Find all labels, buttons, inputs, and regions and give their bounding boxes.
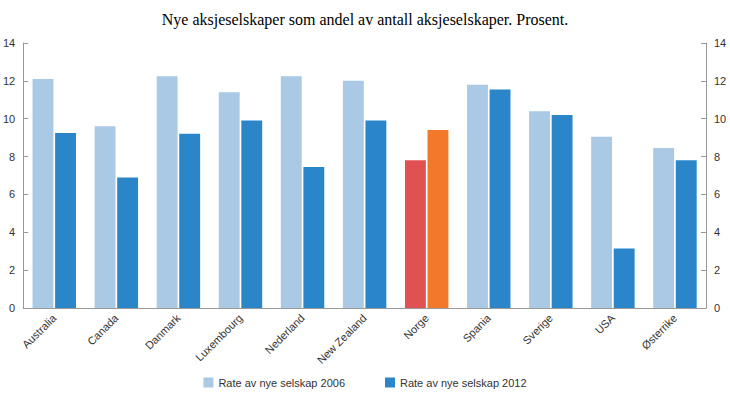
svg-text:8: 8 xyxy=(714,151,720,163)
svg-text:12: 12 xyxy=(714,75,726,87)
svg-text:Canada: Canada xyxy=(85,311,121,347)
svg-text:14: 14 xyxy=(3,37,15,49)
svg-text:12: 12 xyxy=(3,75,15,87)
svg-text:Australia: Australia xyxy=(20,311,59,350)
svg-text:Nye aksjeselskaper som andel a: Nye aksjeselskaper som andel av antall a… xyxy=(162,11,569,29)
svg-text:Nederland: Nederland xyxy=(262,312,306,356)
svg-text:Rate av nye selskap 2006: Rate av nye selskap 2006 xyxy=(218,377,345,389)
svg-text:10: 10 xyxy=(3,113,15,125)
svg-text:14: 14 xyxy=(714,37,726,49)
svg-text:Norge: Norge xyxy=(401,312,431,342)
svg-text:Rate av nye selskap 2012: Rate av nye selskap 2012 xyxy=(400,377,527,389)
svg-text:New Zealand: New Zealand xyxy=(315,312,369,366)
svg-text:10: 10 xyxy=(714,113,726,125)
svg-text:USA: USA xyxy=(593,311,618,336)
svg-text:4: 4 xyxy=(714,226,720,238)
svg-text:2: 2 xyxy=(714,264,720,276)
svg-text:Spania: Spania xyxy=(460,311,493,344)
svg-text:Sverige: Sverige xyxy=(520,312,555,347)
svg-text:8: 8 xyxy=(9,151,15,163)
svg-text:4: 4 xyxy=(9,226,15,238)
svg-text:2: 2 xyxy=(9,264,15,276)
svg-text:6: 6 xyxy=(9,188,15,200)
svg-text:Østerrike: Østerrike xyxy=(639,312,679,352)
svg-text:Danmark: Danmark xyxy=(143,311,183,351)
svg-text:0: 0 xyxy=(9,302,15,314)
svg-text:6: 6 xyxy=(714,188,720,200)
svg-text:0: 0 xyxy=(714,302,720,314)
svg-text:Luxembourg: Luxembourg xyxy=(193,312,245,364)
